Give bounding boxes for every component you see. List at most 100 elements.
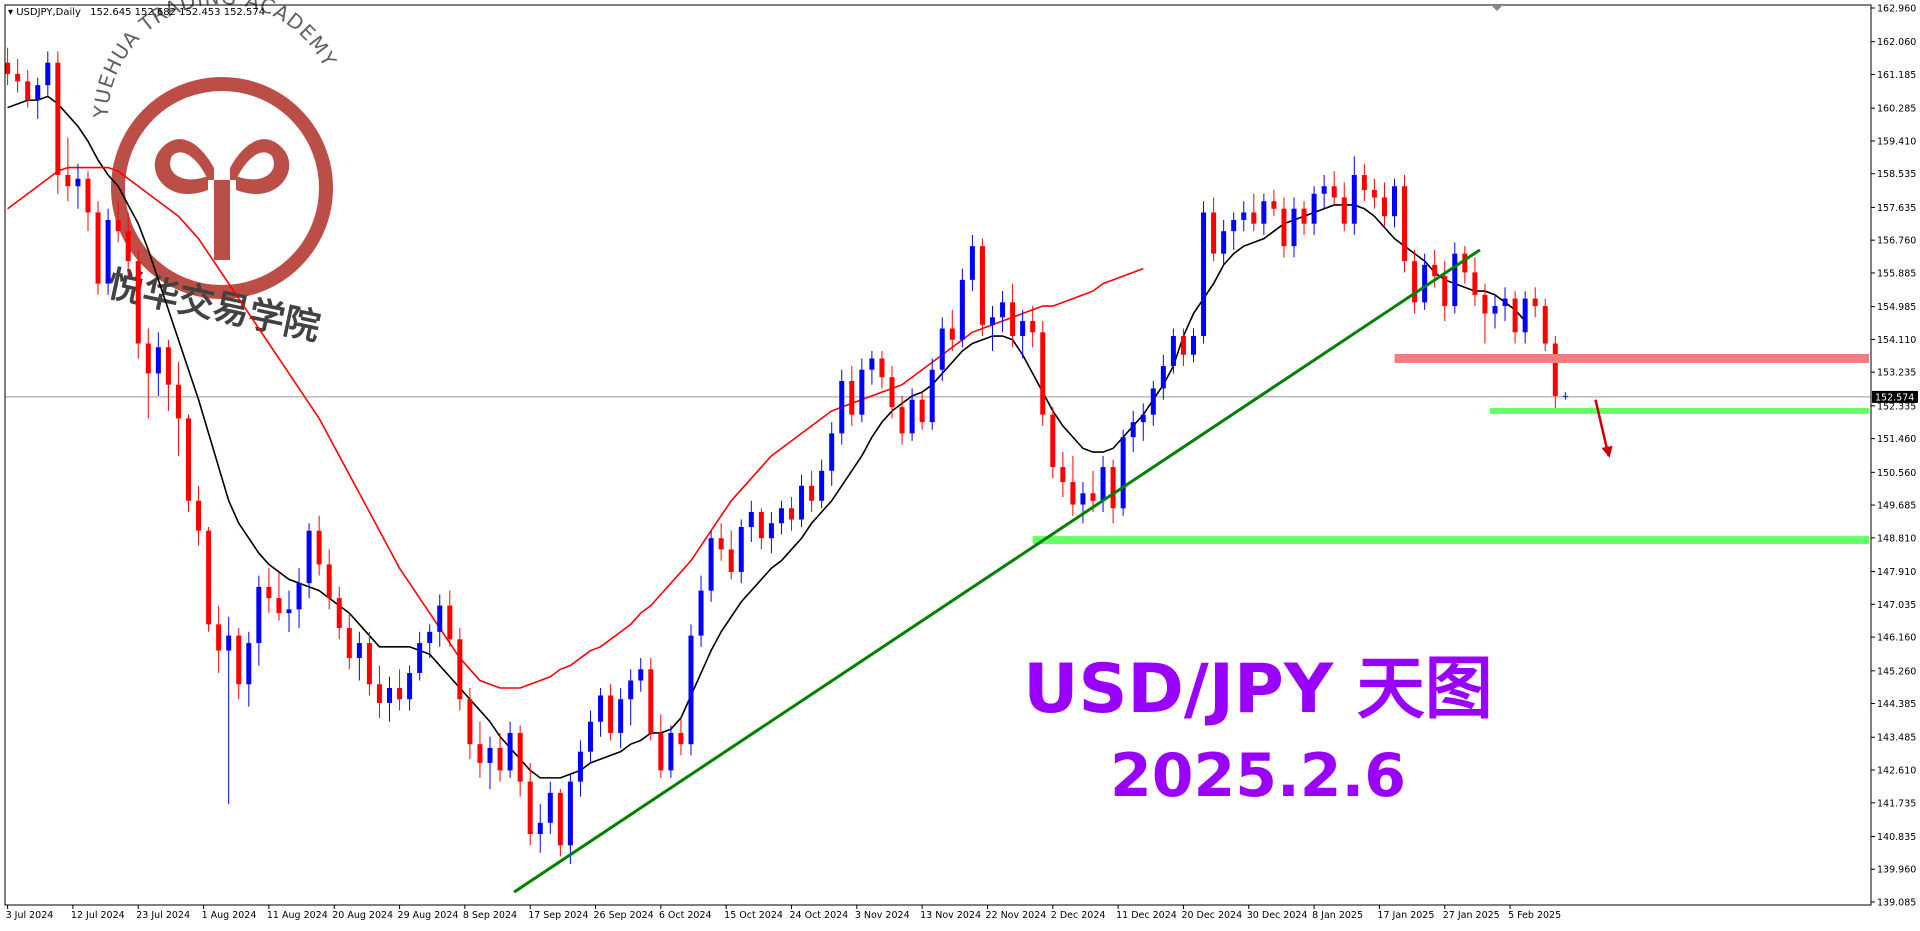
candle-body	[889, 377, 895, 408]
y-tick-label: 162.960	[1877, 4, 1916, 15]
candle-body	[1251, 212, 1257, 224]
candle-body	[517, 732, 523, 782]
candle-body	[598, 695, 604, 722]
scroll-marker-icon[interactable]	[1491, 5, 1503, 11]
y-tick-label: 151.460	[1877, 434, 1916, 445]
candle-body	[1412, 261, 1418, 303]
candle-body	[1120, 437, 1126, 509]
candle-body	[688, 635, 694, 745]
y-tick-label: 154.985	[1877, 302, 1916, 313]
candle-body	[1221, 231, 1227, 254]
ma-slow-line	[7, 166, 1144, 689]
candle-body	[186, 418, 191, 501]
candle-body	[738, 526, 744, 572]
candle-body	[1341, 197, 1347, 224]
candle-body	[949, 328, 955, 340]
candle-body	[839, 380, 845, 434]
candle-body	[1030, 321, 1036, 333]
uptrend-line	[513, 248, 1481, 894]
candle-body	[1140, 414, 1146, 423]
candle-body	[1261, 201, 1267, 224]
x-tick-label: 24 Oct 2024	[790, 910, 849, 921]
candle-body	[246, 643, 252, 685]
candle-body	[1502, 298, 1508, 307]
x-tick-label: 22 Nov 2024	[985, 910, 1046, 921]
down-arrow-icon	[1594, 399, 1610, 457]
candle-body	[1201, 212, 1207, 337]
collapse-triangle-icon[interactable]: ▾	[8, 7, 16, 18]
y-tick-label: 149.685	[1877, 501, 1916, 512]
candle-body	[206, 530, 212, 625]
candle-body	[678, 732, 684, 745]
candle-body	[95, 212, 101, 284]
candle-body	[1130, 422, 1136, 438]
candle-body	[628, 680, 634, 700]
candle-body	[819, 470, 825, 501]
support-zone-major	[1032, 536, 1869, 545]
candle-body	[35, 85, 41, 101]
candle-body	[1452, 253, 1458, 307]
candle-body	[1100, 467, 1106, 501]
candle-body	[487, 747, 493, 763]
candle-body	[557, 792, 563, 846]
candle-body	[135, 261, 141, 344]
candle-body	[306, 530, 312, 584]
candle-body	[537, 822, 543, 835]
candle-body	[608, 695, 614, 733]
candle-body	[1462, 253, 1468, 273]
candle-body	[427, 631, 433, 644]
candle-body	[758, 512, 764, 539]
y-tick-label: 150.560	[1877, 468, 1916, 479]
candle-body	[1060, 467, 1066, 483]
candle-body	[45, 62, 51, 86]
candle-body	[748, 512, 754, 527]
candle-body	[809, 485, 815, 501]
candle-body	[869, 358, 875, 370]
candle-body	[618, 699, 624, 733]
candle-body	[527, 781, 533, 835]
candle-body	[708, 538, 714, 591]
candle-body	[1321, 186, 1327, 194]
candle-body	[1110, 467, 1116, 509]
candle-body	[1070, 482, 1076, 505]
candle-body	[929, 369, 935, 423]
candle-body	[366, 643, 372, 685]
y-tick-label: 153.235	[1877, 368, 1916, 379]
candle-body	[1442, 276, 1448, 307]
candle-body	[316, 530, 322, 565]
x-tick-label: 27 Jan 2025	[1443, 910, 1500, 921]
candle-body	[1392, 186, 1397, 217]
candle-body	[85, 178, 91, 213]
candle-body	[25, 81, 31, 101]
y-tick-label: 142.610	[1877, 766, 1916, 777]
candle-body	[15, 73, 21, 82]
x-tick-label: 2 Dec 2024	[1051, 910, 1106, 921]
x-tick-label: 30 Dec 2024	[1247, 910, 1308, 921]
y-tick-label: 156.760	[1877, 236, 1916, 247]
candle-body	[1351, 175, 1357, 224]
candle-body	[668, 732, 674, 771]
candle-body	[547, 792, 553, 823]
candle-body	[276, 598, 282, 614]
x-tick-label: 26 Sep 2024	[594, 910, 654, 921]
candle-body	[1281, 208, 1287, 247]
y-tick-label: 158.535	[1877, 169, 1916, 180]
candle-body	[447, 605, 453, 640]
ma-fast-line	[7, 95, 1526, 779]
candle-body	[1371, 189, 1377, 198]
chart-header-symbol: ▾ USDJPY,Daily 152.645 152.682 152.453 1…	[8, 7, 265, 18]
candle-body	[497, 747, 503, 771]
candle-body	[266, 586, 272, 599]
candle-body	[1271, 201, 1277, 209]
x-tick-label: 12 Jul 2024	[71, 910, 125, 921]
y-tick-label: 155.885	[1877, 268, 1916, 279]
y-tick-label: 140.835	[1877, 832, 1916, 843]
candle-body	[346, 628, 352, 659]
x-tick-label: 13 Nov 2024	[920, 910, 981, 921]
candle-body	[909, 399, 915, 434]
candle-body	[336, 598, 342, 629]
candle-body	[387, 688, 392, 703]
